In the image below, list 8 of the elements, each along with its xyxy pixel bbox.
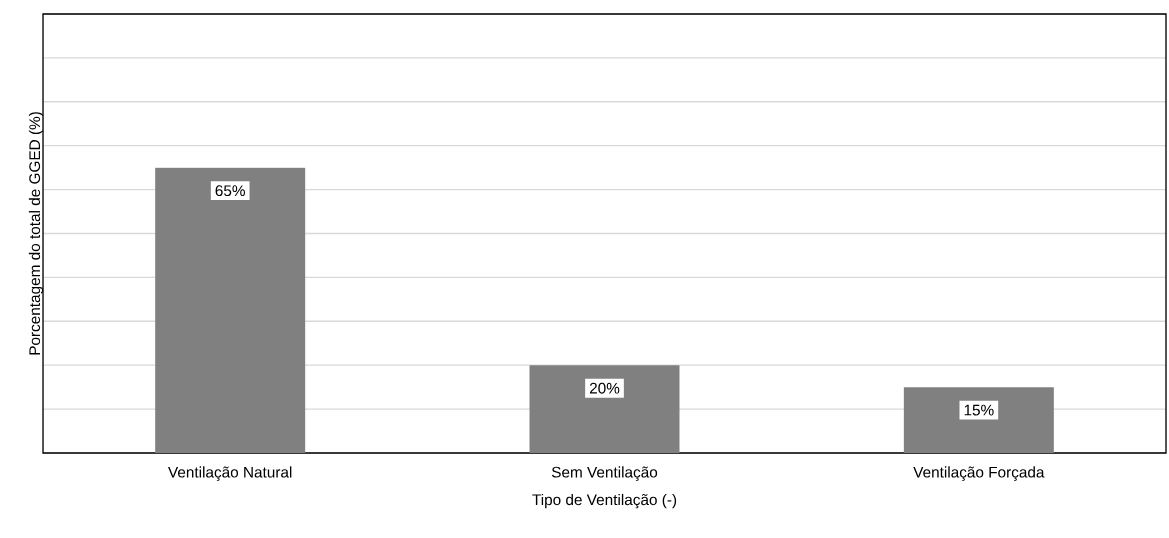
data-label: 20% [589, 382, 620, 394]
x-tick-label: Ventilação Natural [168, 466, 292, 481]
x-axis-title: Tipo de Ventilação (-) [532, 493, 677, 509]
y-axis-title: Porcentagem do total de GGED (%) [28, 112, 44, 355]
data-label: 15% [964, 404, 994, 416]
data-label: 65% [215, 185, 245, 197]
x-tick-label: Sem Ventilação [551, 466, 658, 481]
x-tick-label: Ventilação Forçada [913, 466, 1045, 481]
